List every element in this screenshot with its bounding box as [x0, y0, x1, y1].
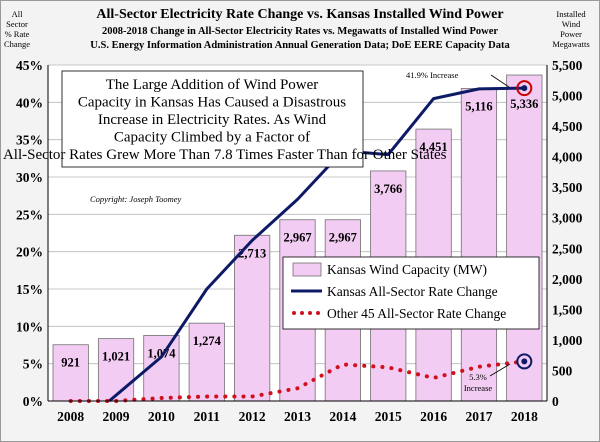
left-axis-title: All Sector % Rate Change: [4, 9, 30, 49]
copyright: Copyright: Joseph Toomey: [90, 194, 182, 204]
annotation-box: The Large Addition of Wind Power Capacity…: [0, 70, 447, 168]
right-axis-title-line: Power: [560, 29, 582, 39]
chart-subtitle-2: U.S. Energy Information Administration A…: [90, 40, 510, 51]
left-axis-title-line: Change: [4, 39, 30, 49]
kansas-endpoint-dot: [521, 85, 528, 92]
bar-value-label: 1,274: [193, 334, 222, 348]
left-axis-title-line: Sector: [6, 19, 28, 29]
right-axis-tick-label: 4,500: [552, 119, 583, 134]
bar-value-label: 2,967: [283, 231, 311, 245]
right-axis-tick-label: 2,000: [552, 272, 583, 287]
bar-value-label: 1,074: [147, 346, 176, 360]
x-axis-tick-label: 2009: [103, 409, 130, 424]
legend-dot: [292, 311, 296, 315]
other-callout-label: Increase: [464, 383, 493, 393]
left-axis-tick-label: 30%: [16, 170, 43, 185]
annotation-box-frame: [61, 70, 364, 168]
right-axis-tick-label: 5,000: [552, 89, 583, 104]
legend-dot: [316, 311, 320, 315]
legend-box: [282, 256, 540, 330]
bar-value-label: 3,766: [374, 182, 402, 196]
right-axis-tick-label: 500: [552, 363, 573, 378]
other-endpoint-dot: [521, 358, 528, 365]
bar-value-label: 2,967: [329, 231, 357, 245]
x-axis-tick-label: 2012: [239, 409, 266, 424]
right-axis-tick-label: 1,000: [552, 333, 583, 348]
right-axis-title-line: Installed: [556, 9, 586, 19]
left-axis-title-line: % Rate: [5, 29, 30, 39]
left-axis-tick-label: 35%: [16, 133, 43, 148]
annotation-text: The Large Addition of Wind Power Capacity…: [0, 77, 447, 163]
wind-capacity-bar: [52, 344, 89, 402]
right-axis-title-line: Wind: [562, 19, 581, 29]
left-axis-tick-label: 5%: [23, 357, 43, 372]
chart-title: All-Sector Electricity Rate Change vs. K…: [96, 7, 503, 22]
bar-value-label: 4,451: [420, 140, 448, 154]
left-axis-tick-label: 10%: [16, 319, 43, 334]
right-axis-title-line: Megawatts: [552, 39, 589, 49]
other-callout: 5.3% Increase: [464, 353, 533, 393]
legend-swatch-bars: [292, 262, 322, 277]
kansas-callout: 41.9% Increase: [406, 70, 533, 97]
right-axis-tick-label: 5,500: [552, 58, 583, 73]
axes: [47, 65, 548, 402]
wind-capacity-bar: [460, 88, 498, 402]
bar-value-label: 5,116: [465, 99, 492, 113]
x-axis-tick-label: 2017: [465, 409, 492, 424]
x-axis-tick-label: 2015: [375, 409, 402, 424]
x-axis-tick-label: 2011: [194, 409, 221, 424]
legend-label-other-dots: Other 45 All-Sector Rate Change: [327, 306, 506, 321]
x-axis-tick-label: 2014: [329, 409, 356, 424]
right-axis-tick-label: 4,000: [552, 150, 583, 165]
bar-value-label: 921: [61, 356, 80, 370]
x-axis-tick-label: 2010: [148, 409, 175, 424]
wind-capacity-bar: [97, 338, 135, 402]
legend-dot: [308, 311, 312, 315]
left-axis-tick-label: 15%: [16, 282, 43, 297]
other-callout-circle: [516, 353, 533, 370]
wind-capacity-bar: [506, 74, 543, 402]
legend-dot: [300, 311, 304, 315]
right-axis-title: Installed Wind Power Megawatts: [552, 9, 589, 49]
left-axis-tick-label: 0%: [23, 394, 43, 409]
right-axis-tick-label: 3,000: [552, 211, 583, 226]
x-axis-tick-label: 2016: [420, 409, 447, 424]
left-axis-tick-label: 40%: [16, 95, 43, 110]
chart-subtitle-1: 2008-2018 Change in All-Sector Electrici…: [102, 26, 498, 37]
left-axis-tick-label: 45%: [16, 58, 43, 73]
legend: Kansas Wind Capacity (MW) Kansas All-Sec…: [282, 256, 540, 330]
kansas-rate-line: [108, 86, 525, 403]
other-rate-dotted-line: [68, 359, 527, 403]
left-axis-tick-label: 20%: [16, 245, 43, 260]
kansas-callout-label: 41.9% Increase: [406, 70, 459, 80]
other-rate-dots: [68, 359, 527, 403]
kansas-callout-leader: [490, 74, 510, 88]
x-axis-tick-label: 2018: [511, 409, 538, 424]
tick-labels: 0% 5% 10% 15% 20% 25% 30% 35% 40% 45% 0 500 1,000 1,5…: [16, 58, 583, 424]
bar-value-label: 1,021: [102, 350, 130, 364]
other-callout-label: 5.3%: [469, 372, 487, 382]
bar-value-label: 5,336: [510, 97, 538, 111]
right-axis-tick-label: 3,500: [552, 180, 583, 195]
kansas-callout-circle: [516, 80, 533, 97]
legend-swatch-other-dots: [292, 311, 320, 315]
right-axis-tick-label: 0: [552, 394, 559, 409]
right-axis-tick-label: 2,500: [552, 241, 583, 256]
x-axis-tick-label: 2008: [57, 409, 84, 424]
legend-label-bars: Kansas Wind Capacity (MW): [327, 262, 487, 277]
left-axis-title-line: All: [12, 9, 24, 19]
x-axis-tick-label: 2013: [284, 409, 311, 424]
legend-label-kansas-line: Kansas All-Sector Rate Change: [327, 284, 498, 299]
right-axis-tick-label: 1,500: [552, 302, 583, 317]
bar-value-label: 2,713: [238, 246, 266, 260]
other-callout-leader: [489, 363, 511, 377]
kansas-rate-line-path: [108, 86, 525, 403]
left-axis-tick-label: 25%: [16, 207, 43, 222]
